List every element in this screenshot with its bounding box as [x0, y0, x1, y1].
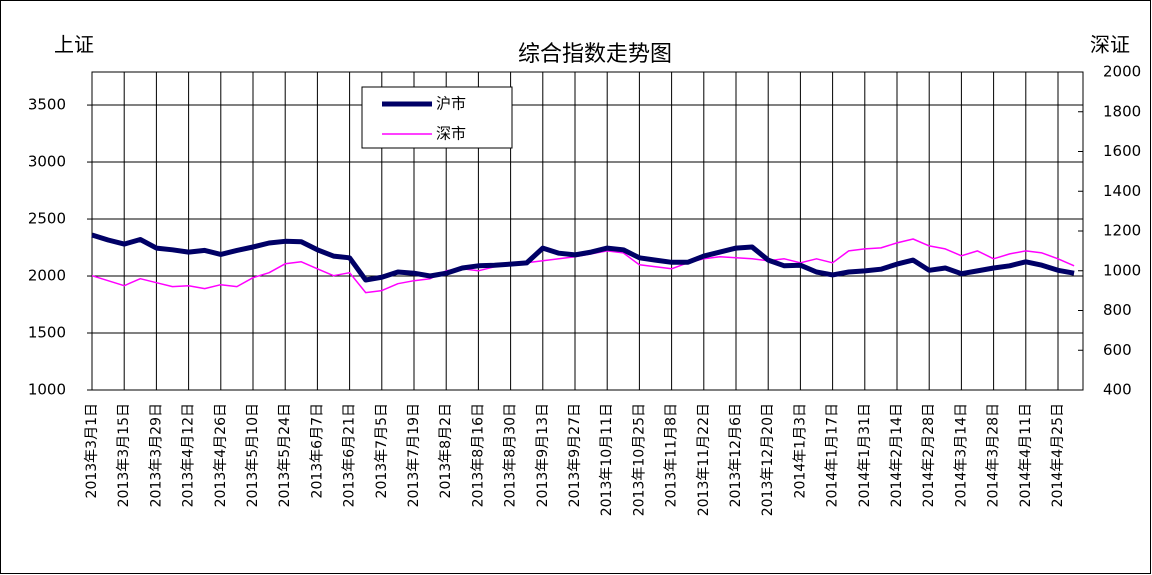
x-tick-label: 2014年3月14日	[953, 403, 969, 507]
x-tick-label: 2013年9月13日	[535, 403, 551, 507]
x-tick-label: 2014年1月31日	[857, 403, 873, 507]
x-tick-label: 2013年8月16日	[470, 403, 486, 507]
y-tick-label: 3500	[28, 96, 66, 114]
x-tick-label: 2014年2月28日	[921, 403, 937, 507]
legend-label: 沪市	[436, 95, 466, 113]
x-tick-label: 2013年9月27日	[567, 403, 583, 507]
y-tick-label: 2000	[28, 267, 66, 285]
x-tick-label: 2014年2月14日	[889, 403, 905, 507]
y2-tick-label: 2000	[1103, 63, 1141, 81]
x-tick-label: 2014年4月11日	[1018, 403, 1034, 507]
legend-box	[361, 86, 513, 149]
x-tick-label: 2013年12月6日	[728, 403, 744, 507]
y2-tick-label: 800	[1103, 301, 1132, 319]
y-tick-label: 2500	[28, 210, 66, 228]
y-tick-label: 3000	[28, 153, 66, 171]
x-tick-label: 2013年7月19日	[406, 403, 422, 507]
x-tick-label: 2013年3月1日	[84, 403, 100, 498]
legend-label: 深市	[436, 125, 466, 143]
plot-border	[91, 71, 1084, 391]
x-tick-label: 2013年8月2日	[438, 403, 454, 498]
x-tick-label: 2014年3月28日	[986, 403, 1002, 507]
x-tick-label: 2013年4月12日	[181, 403, 197, 507]
x-tick-label: 2013年11月22日	[696, 403, 712, 516]
x-tick-label: 2013年10月25日	[631, 403, 647, 516]
y-tick-label: 1500	[28, 324, 66, 342]
x-tick-label: 2013年11月8日	[664, 403, 680, 507]
y2-tick-label: 1000	[1103, 261, 1141, 279]
y2-tick-label: 1200	[1103, 222, 1141, 240]
x-tick-label: 2013年6月7日	[309, 403, 325, 498]
x-tick-label: 2013年3月15日	[116, 403, 132, 507]
y2-tick-label: 400	[1103, 381, 1132, 399]
y-axis-label: 上证	[54, 33, 94, 57]
y2-tick-label: 600	[1103, 341, 1132, 359]
series-line	[91, 232, 1075, 283]
x-tick-label: 2014年1月3日	[792, 403, 808, 498]
y2-tick-label: 1600	[1103, 142, 1141, 160]
x-tick-label: 2013年7月5日	[374, 403, 390, 498]
y2-tick-label: 1400	[1103, 182, 1141, 200]
x-tick-label: 2014年1月17日	[825, 403, 841, 507]
x-tick-label: 2014年4月25日	[1050, 403, 1066, 507]
x-tick-label: 2013年5月10日	[245, 403, 261, 507]
chart-title: 综合指数走势图	[518, 42, 672, 67]
x-tick-label: 2013年4月26日	[213, 403, 229, 507]
x-tick-label: 2013年5月24日	[277, 403, 293, 507]
x-tick-label: 2013年10月11日	[599, 403, 615, 516]
y2-tick-label: 1800	[1103, 102, 1141, 120]
series-line	[91, 238, 1075, 294]
x-tick-label: 2013年3月29日	[148, 403, 164, 507]
x-tick-label: 2013年8月30日	[503, 403, 519, 507]
x-tick-label: 2013年12月20日	[760, 403, 776, 516]
y-tick-label: 1000	[28, 381, 66, 399]
y2-axis-label: 深证	[1090, 33, 1130, 57]
x-tick-label: 2013年6月21日	[342, 403, 358, 507]
